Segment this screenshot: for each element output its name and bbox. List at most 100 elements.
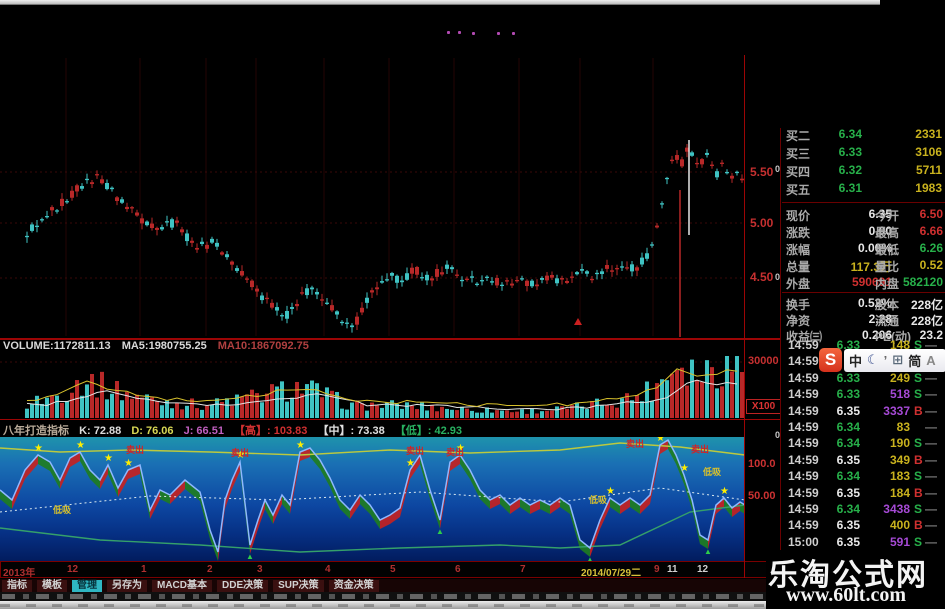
clipped-digit: 0 <box>775 272 781 282</box>
quote-value: 23.2 <box>919 328 943 342</box>
tick-side: B <box>914 518 923 533</box>
tick-volume: 518 <box>889 387 910 402</box>
tick-dash: — <box>925 420 937 434</box>
tick-time: 14:59 <box>788 370 819 385</box>
clipped-digit: 0 <box>775 164 781 174</box>
ime-icon-5[interactable]: Α <box>926 352 936 368</box>
taskbar-strip <box>0 601 945 609</box>
svg-text:★: ★ <box>606 486 615 497</box>
tick-volume: 3337 <box>883 403 910 418</box>
ime-buttons: 中 ☾ ’ ⊞ 简 Α <box>844 348 945 372</box>
svg-text:★: ★ <box>34 443 43 454</box>
date-axis-label: 2014/07/29二 <box>581 568 642 579</box>
ime-icon-1[interactable]: ☾ <box>867 352 879 367</box>
tick-row: 14:59 6.34 183 S — <box>782 469 945 485</box>
toolbar-tab-SUP决策[interactable]: SUP决策 <box>273 579 324 592</box>
toolbar-tab-指标[interactable]: 指标 <box>2 579 32 592</box>
candlestick-chart[interactable] <box>0 55 780 338</box>
ime-logo-icon[interactable]: S <box>819 348 842 372</box>
svg-text:卖出: 卖出 <box>626 438 644 449</box>
date-axis-label: 11 <box>667 564 678 575</box>
indicator-low-value: 【低】: 42.93 <box>394 425 463 437</box>
svg-text:卖出: 卖出 <box>406 445 424 456</box>
tick-dash: — <box>925 403 937 418</box>
tick-volume: 349 <box>889 452 910 467</box>
toolbar-tab-管理[interactable]: 管理 <box>72 579 102 592</box>
tick-volume: 190 <box>889 436 910 451</box>
ime-icon-0[interactable]: 中 <box>849 353 863 369</box>
tick-row: 15:00 6.35 591 S — <box>782 535 945 551</box>
ime-icon-4[interactable]: 简 <box>908 353 922 369</box>
quote-value: 6.50 <box>919 207 943 221</box>
tick-side: S <box>914 436 923 451</box>
ime-icon-2[interactable]: ’ <box>883 352 888 368</box>
volume-unit-badge: X100 <box>746 399 781 414</box>
bid-label: 买三 <box>786 147 811 161</box>
toolbar-tab-MACD基本[interactable]: MACD基本 <box>152 579 212 592</box>
tick-dash: — <box>925 452 937 467</box>
tick-volume: 184 <box>889 485 910 500</box>
volume-ma5: MA5:1980755.25 <box>121 340 207 352</box>
indicator-d-value: D: 76.06 <box>131 425 174 437</box>
watermark: 乐淘公式网 www.60lt.com <box>766 550 945 609</box>
bid-label: 买四 <box>786 165 811 179</box>
tick-time: 14:59 <box>788 436 819 451</box>
quote-value: 6.35 <box>868 207 892 221</box>
quote-value: 582120 <box>902 275 943 289</box>
tick-time: 14:59 <box>788 518 819 533</box>
bid-volume: 5711 <box>915 163 942 177</box>
indicator-axis-100: 100.0 <box>748 458 776 470</box>
ime-icon-3[interactable]: ⊞ <box>892 352 904 367</box>
toolbar-tab-模板[interactable]: 模板 <box>37 579 67 592</box>
date-axis-label: 2 <box>207 564 213 575</box>
svg-text:▲: ▲ <box>704 547 712 556</box>
toolbar-tab-DDE决策[interactable]: DDE决策 <box>217 579 269 592</box>
indicator-j-value: J: 66.51 <box>183 425 224 437</box>
quote-value: 2.28 <box>868 312 892 326</box>
quote-row: 收益㈢ 0.206 PE(动) 23.2 <box>782 327 945 345</box>
quote-label: 收益㈢ <box>786 330 823 344</box>
quote-label: 流通 <box>875 314 900 328</box>
svg-text:低吸: 低吸 <box>588 494 608 505</box>
date-axis-label: 3 <box>257 564 263 575</box>
tick-side: S <box>914 469 923 484</box>
svg-text:★: ★ <box>124 458 133 469</box>
date-axis-label: 6 <box>455 564 461 575</box>
indicator-axis-50: 50.00 <box>748 490 776 502</box>
svg-text:▲: ▲ <box>586 555 594 561</box>
window-titlebar[interactable] <box>0 0 880 5</box>
axis-border <box>744 55 745 578</box>
tick-side: S <box>914 370 923 385</box>
tick-row: 14:59 6.34 3438 S — <box>782 502 945 518</box>
tick-dash: — <box>925 370 937 385</box>
svg-text:▲: ▲ <box>246 552 254 561</box>
tick-dash: — <box>925 502 937 516</box>
indicator-mid-value: 【中】: 73.38 <box>317 425 385 437</box>
tick-row: 14:59 6.35 400 B — <box>782 518 945 534</box>
svg-text:★: ★ <box>296 440 305 451</box>
tick-dash: — <box>925 469 937 484</box>
toolbar-tab-资金决策[interactable]: 资金决策 <box>328 579 379 592</box>
bid-row: 买二 6.34 2331 <box>782 126 945 144</box>
tick-volume: 3438 <box>883 502 910 516</box>
tick-row: 14:59 6.34 190 S — <box>782 436 945 452</box>
toolbar-tab-另存为[interactable]: 另存为 <box>107 579 147 592</box>
tick-volume: 400 <box>889 518 910 533</box>
date-axis-label: 2013年 <box>3 568 36 579</box>
tick-time: 14:59 <box>788 338 819 352</box>
svg-text:★: ★ <box>236 450 245 461</box>
quote-value: 117.3万 <box>850 260 892 274</box>
tick-row: 14:59 6.33 518 S — <box>782 387 945 403</box>
bid-price: 6.33 <box>838 145 862 159</box>
tick-side: S <box>914 338 923 352</box>
date-axis-label: 5 <box>390 564 396 575</box>
volume-chart[interactable] <box>0 352 745 419</box>
tick-side: S <box>914 387 923 402</box>
price-axis-label: 5.00 <box>750 216 774 230</box>
price-axis-label: 5.50 <box>750 165 774 179</box>
tick-side: B <box>914 452 923 467</box>
tick-row: 14:59 6.34 83 — <box>782 420 945 436</box>
